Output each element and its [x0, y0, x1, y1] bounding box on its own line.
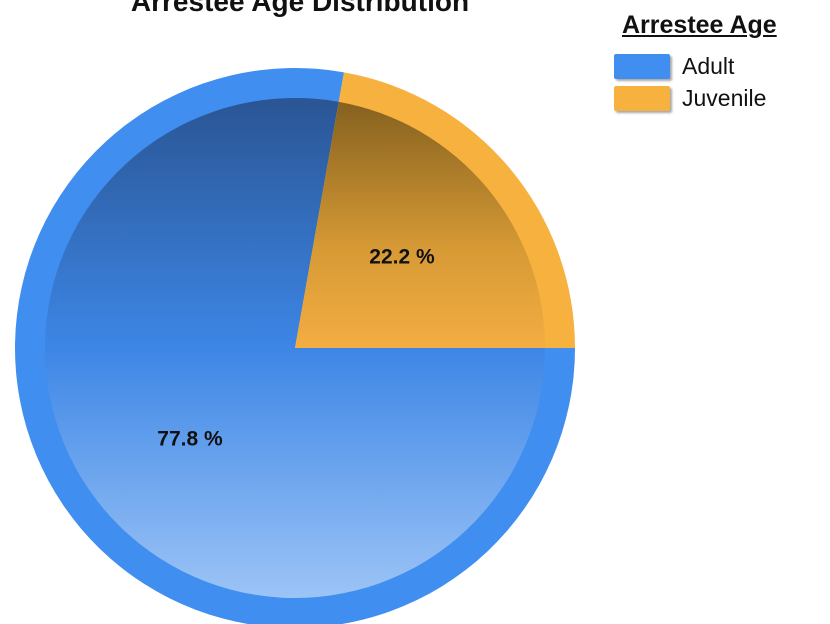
- legend-item-juvenile: Juvenile: [612, 82, 830, 114]
- chart-title: Arrestee Age Distribution: [130, 0, 470, 17]
- slice-label-juvenile: 22.2 %: [369, 246, 435, 269]
- legend-title: Arrestee Age: [622, 11, 777, 39]
- legend: Arrestee Age Adult Juvenile: [612, 8, 830, 114]
- legend-label-juvenile: Juvenile: [682, 85, 767, 111]
- legend-item-adult: Adult: [612, 50, 830, 82]
- slice-label-adult: 77.8 %: [157, 428, 223, 451]
- legend-swatch-juvenile: [614, 86, 670, 111]
- legend-swatch-adult: [614, 54, 670, 79]
- legend-label-adult: Adult: [682, 53, 735, 79]
- pie-slice-inner-juvenile: [295, 101, 545, 348]
